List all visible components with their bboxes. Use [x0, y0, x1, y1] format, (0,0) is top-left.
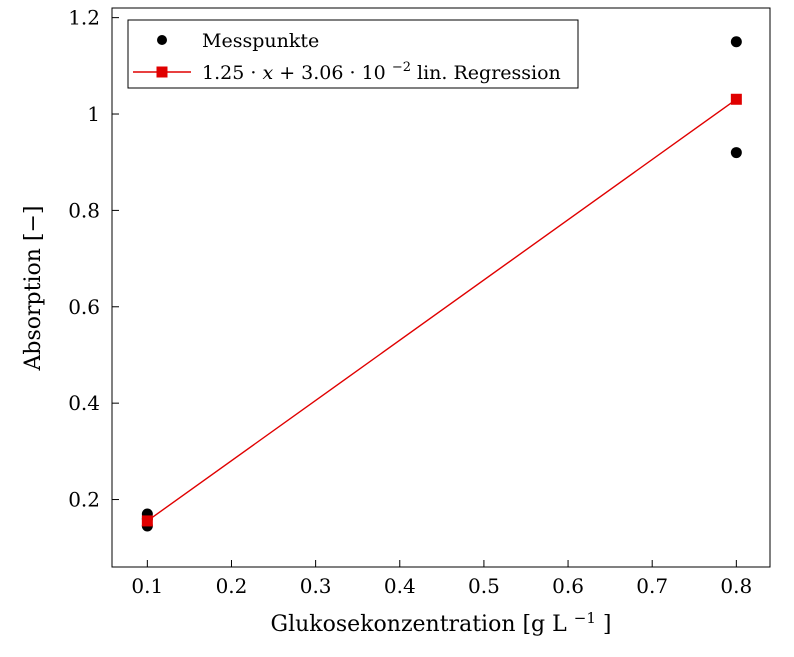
x-tick-label: 0.2	[216, 574, 248, 598]
legend-regression-suffix: lin. Regression	[417, 62, 561, 84]
y-axis-label-text: Absorption [−]	[21, 206, 46, 372]
legend-regression-exponent: −2	[392, 60, 411, 75]
legend-circle-marker-icon	[157, 35, 167, 45]
data-point	[730, 147, 742, 159]
regression-marker	[141, 515, 153, 527]
x-axis-ticks: 0.1 0.2 0.3 0.4 0.5 0.6 0.7 0.8	[131, 560, 752, 598]
y-tick-label: 0.6	[68, 295, 100, 319]
legend-square-marker-icon	[156, 66, 168, 78]
legend-entry-messpunkte: Messpunkte	[202, 30, 319, 52]
legend-regression-coeff: 1.25 ·	[202, 62, 262, 84]
x-tick-label: 0.6	[552, 574, 584, 598]
plot-frame	[111, 7, 771, 568]
x-tick-label: 0.3	[300, 574, 332, 598]
legend-label-messpunkte: Messpunkte	[202, 30, 319, 52]
legend-regression-intercept: + 3.06 · 10	[279, 62, 386, 84]
regression-line	[146, 98, 737, 522]
x-tick-label: 0.8	[720, 574, 752, 598]
x-tick-label: 0.4	[384, 574, 416, 598]
x-tick-label: 0.5	[468, 574, 500, 598]
y-tick-label: 0.8	[68, 198, 100, 222]
legend-entry-regression: 1.25 · x + 3.06 · 10 −2 lin. Regression	[202, 54, 561, 84]
legend-regression-variable: x	[262, 62, 273, 84]
legend-box	[127, 19, 579, 89]
x-axis-label-superscript: −1	[574, 609, 596, 627]
y-axis-label: Absorption [−]	[21, 206, 46, 372]
y-axis-ticks: 0.2 0.4 0.6 0.8 1 1.2	[68, 6, 119, 512]
y-tick-label: 1.2	[68, 6, 100, 30]
legend: Messpunkte 1.25 · x + 3.06 · 10 −2 lin. …	[127, 19, 579, 89]
series-layer	[141, 36, 742, 532]
y-tick-label: 0.2	[68, 488, 100, 512]
x-tick-label: 0.1	[131, 574, 163, 598]
data-point	[730, 36, 742, 48]
x-axis-label-text: Glukosekonzentration [g L	[271, 612, 568, 637]
y-tick-label: 0.4	[68, 391, 100, 415]
y-tick-label: 1	[87, 102, 100, 126]
x-axis-label: Glukosekonzentration [g L −1 ]	[271, 604, 612, 637]
x-axis-label-close: ]	[603, 612, 612, 637]
x-tick-label: 0.7	[636, 574, 668, 598]
regression-marker	[730, 93, 742, 105]
